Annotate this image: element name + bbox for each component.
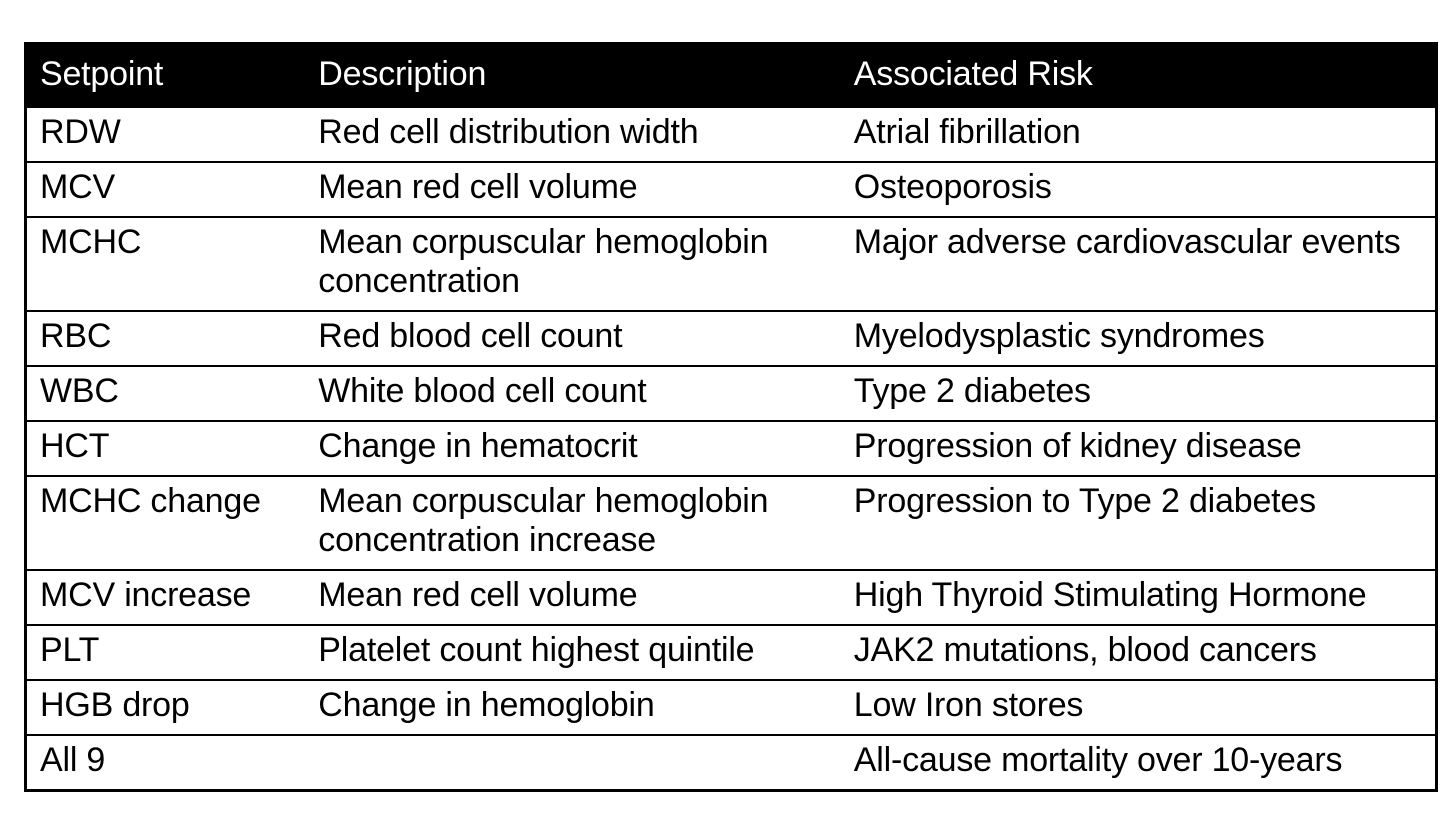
table-row: HGB drop Change in hemoglobin Low Iron s… bbox=[25, 679, 1437, 735]
cell-description: Mean red cell volume bbox=[305, 569, 841, 625]
cell-risk: Type 2 diabetes bbox=[840, 365, 1437, 421]
header-setpoint: Setpoint bbox=[25, 43, 306, 107]
table-row: WBC White blood cell count Type 2 diabet… bbox=[25, 365, 1437, 421]
header-row: Setpoint Description Associated Risk bbox=[25, 43, 1437, 107]
cell-risk: Progression to Type 2 diabetes bbox=[840, 475, 1437, 570]
cell-risk: Major adverse cardiovascular events bbox=[840, 216, 1437, 311]
header-description: Description bbox=[305, 43, 841, 107]
cell-setpoint: PLT bbox=[25, 624, 306, 680]
cell-setpoint: RBC bbox=[25, 310, 306, 366]
table-row: MCHC Mean corpuscular hemoglobin concent… bbox=[25, 216, 1437, 311]
cell-setpoint: MCHC change bbox=[25, 475, 306, 570]
table-row: MCV Mean red cell volume Osteoporosis bbox=[25, 161, 1437, 217]
cell-description: Mean red cell volume bbox=[305, 161, 841, 217]
cell-risk: High Thyroid Stimulating Hormone bbox=[840, 569, 1437, 625]
cell-risk: Myelodysplastic syndromes bbox=[840, 310, 1437, 366]
cell-description: Mean corpuscular hemoglobin concentratio… bbox=[305, 475, 841, 570]
table-body: RDW Red cell distribution width Atrial f… bbox=[25, 106, 1437, 791]
cell-risk: All-cause mortality over 10-years bbox=[840, 734, 1437, 791]
cell-description: White blood cell count bbox=[305, 365, 841, 421]
table-row: RDW Red cell distribution width Atrial f… bbox=[25, 106, 1437, 162]
table-row: MCHC change Mean corpuscular hemoglobin … bbox=[25, 475, 1437, 570]
cell-risk: JAK2 mutations, blood cancers bbox=[840, 624, 1437, 680]
cell-description: Red cell distribution width bbox=[305, 106, 841, 162]
header-associated-risk: Associated Risk bbox=[840, 43, 1437, 107]
table-row: RBC Red blood cell count Myelodysplastic… bbox=[25, 310, 1437, 366]
cell-risk: Atrial fibrillation bbox=[840, 106, 1437, 162]
cell-setpoint: WBC bbox=[25, 365, 306, 421]
cell-description: Platelet count highest quintile bbox=[305, 624, 841, 680]
cell-setpoint: MCHC bbox=[25, 216, 306, 311]
cell-description bbox=[305, 734, 841, 791]
cell-risk: Osteoporosis bbox=[840, 161, 1437, 217]
table-row: PLT Platelet count highest quintile JAK2… bbox=[25, 624, 1437, 680]
table-row: MCV increase Mean red cell volume High T… bbox=[25, 569, 1437, 625]
cell-setpoint: MCV increase bbox=[25, 569, 306, 625]
cell-setpoint: MCV bbox=[25, 161, 306, 217]
setpoint-risk-table: Setpoint Description Associated Risk RDW… bbox=[24, 42, 1438, 792]
table-row: HCT Change in hematocrit Progression of … bbox=[25, 420, 1437, 476]
cell-setpoint: HGB drop bbox=[25, 679, 306, 735]
cell-description: Change in hematocrit bbox=[305, 420, 841, 476]
cell-setpoint: HCT bbox=[25, 420, 306, 476]
cell-description: Change in hemoglobin bbox=[305, 679, 841, 735]
cell-setpoint: All 9 bbox=[25, 734, 306, 791]
cell-risk: Progression of kidney disease bbox=[840, 420, 1437, 476]
cell-setpoint: RDW bbox=[25, 106, 306, 162]
cell-description: Red blood cell count bbox=[305, 310, 841, 366]
table-row: All 9 All-cause mortality over 10-years bbox=[25, 734, 1437, 791]
cell-description: Mean corpuscular hemoglobin concentratio… bbox=[305, 216, 841, 311]
cell-risk: Low Iron stores bbox=[840, 679, 1437, 735]
